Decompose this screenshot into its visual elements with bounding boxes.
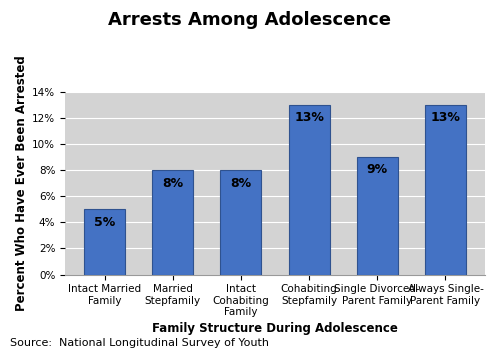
Bar: [152, 170, 193, 275]
Bar: [84, 209, 125, 275]
Text: 8%: 8%: [230, 176, 252, 189]
Text: Arrests Among Adolescence: Arrests Among Adolescence: [108, 11, 392, 29]
Text: 13%: 13%: [430, 111, 460, 124]
Text: 9%: 9%: [366, 163, 388, 176]
Text: 5%: 5%: [94, 216, 115, 229]
Text: 8%: 8%: [162, 176, 184, 189]
Y-axis label: Percent Who Have Ever Been Arrested: Percent Who Have Ever Been Arrested: [15, 55, 28, 311]
Bar: [220, 170, 262, 275]
Bar: [425, 105, 466, 275]
Text: 13%: 13%: [294, 111, 324, 124]
Bar: [288, 105, 330, 275]
X-axis label: Family Structure During Adolescence: Family Structure During Adolescence: [152, 322, 398, 335]
Text: Source:  National Longitudinal Survey of Youth: Source: National Longitudinal Survey of …: [10, 339, 269, 348]
Bar: [357, 157, 398, 275]
Text: By Family Structure: By Family Structure: [158, 30, 342, 48]
